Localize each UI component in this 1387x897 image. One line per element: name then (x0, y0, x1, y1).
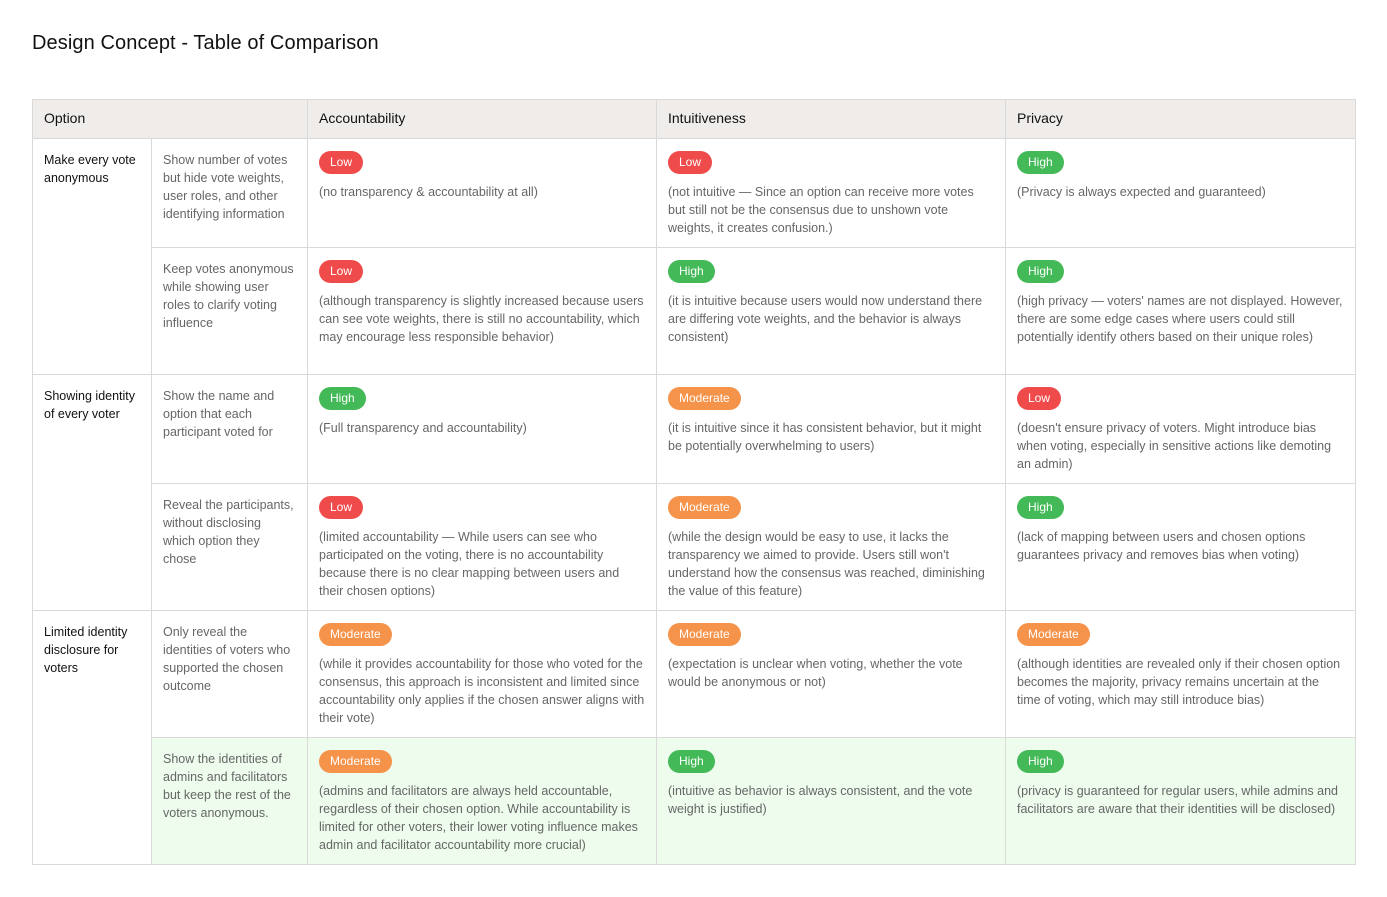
header-privacy: Privacy (1005, 99, 1356, 139)
header-row: Option Accountability Intuitiveness Priv… (32, 99, 1356, 139)
table-row: Show the identities of admins and facili… (33, 737, 1356, 865)
table-row: Reveal the participants, without disclos… (33, 483, 1356, 611)
rating-badge: Low (319, 260, 364, 283)
rating-badge: High (1017, 750, 1064, 773)
rating-note: (admins and facilitators are always held… (319, 784, 638, 852)
privacy-cell: High (Privacy is always expected and guar… (1005, 138, 1356, 248)
intuitiveness-cell: Moderate (while the design would be easy … (656, 483, 1006, 611)
rating-note: (intuitive as behavior is always consist… (668, 784, 973, 816)
rating-note: (Privacy is always expected and guarante… (1017, 185, 1266, 199)
accountability-cell: Low (although transparency is slightly in… (307, 247, 657, 375)
table-row: Showing identity of every voter Show the … (32, 374, 1356, 611)
rating-note: (privacy is guaranteed for regular users… (1017, 784, 1338, 816)
rating-badge: Low (1017, 387, 1062, 410)
option-name: Showing identity of every voter (32, 374, 152, 611)
intuitiveness-cell: High (intuitive as behavior is always con… (656, 737, 1006, 865)
variant-description: Show number of votes but hide vote weigh… (151, 138, 308, 248)
rating-badge: Low (668, 151, 713, 174)
accountability-cell: Low (no transparency & accountability at … (307, 138, 657, 248)
privacy-cell: Low (doesn't ensure privacy of voters. Mi… (1005, 374, 1356, 484)
variant-description: Show the identities of admins and facili… (151, 737, 308, 865)
privacy-cell: High (privacy is guaranteed for regular u… (1005, 737, 1356, 865)
rating-badge: Moderate (1017, 623, 1090, 646)
rating-note: (limited accountability — While users ca… (319, 530, 620, 598)
page-title: Design Concept - Table of Comparison (32, 32, 379, 54)
rating-badge: High (1017, 496, 1064, 519)
variant-description: Show the name and option that each parti… (151, 374, 308, 484)
rating-note: (lack of mapping between users and chose… (1017, 530, 1306, 562)
accountability-cell: Moderate (admins and facilitators are alw… (307, 737, 657, 865)
intuitiveness-cell: Moderate (expectation is unclear when vot… (656, 610, 1006, 738)
header-intuitiveness: Intuitiveness (656, 99, 1006, 139)
option-name: Limited identity disclosure for voters (32, 610, 152, 865)
intuitiveness-cell: High (it is intuitive because users would… (656, 247, 1006, 375)
header-accountability: Accountability (307, 99, 657, 139)
variant-description: Only reveal the identities of voters who… (151, 610, 308, 738)
intuitiveness-cell: Moderate (it is intuitive since it has co… (656, 374, 1006, 484)
accountability-cell: Low (limited accountability — While users… (307, 483, 657, 611)
intuitiveness-cell: Low (not intuitive — Since an option can … (656, 138, 1006, 248)
accountability-cell: High (Full transparency and accountabilit… (307, 374, 657, 484)
rating-note: (expectation is unclear when voting, whe… (668, 657, 963, 689)
rating-note: (no transparency & accountability at all… (319, 185, 538, 199)
rating-badge: Low (319, 496, 364, 519)
rating-badge: High (668, 260, 715, 283)
table-row: Keep votes anonymous while showing user … (33, 247, 1356, 375)
rating-note: (not intuitive — Since an option can rec… (668, 185, 974, 235)
rating-badge: High (1017, 151, 1064, 174)
rating-badge: Moderate (668, 623, 741, 646)
accountability-cell: Moderate (while it provides accountabilit… (307, 610, 657, 738)
rating-badge: High (319, 387, 366, 410)
variant-description: Keep votes anonymous while showing user … (151, 247, 308, 375)
comparison-table: Option Accountability Intuitiveness Priv… (32, 99, 1356, 865)
variant-description: Reveal the participants, without disclos… (151, 483, 308, 611)
rating-badge: High (668, 750, 715, 773)
privacy-cell: Moderate (although identities are reveale… (1005, 610, 1356, 738)
option-name: Make every vote anonymous (32, 138, 152, 375)
rating-note: (doesn't ensure privacy of voters. Might… (1017, 421, 1332, 471)
rating-badge: High (1017, 260, 1064, 283)
rating-badge: Moderate (319, 750, 392, 773)
rating-note: (Full transparency and accountability) (319, 421, 527, 435)
header-option: Option (32, 99, 308, 139)
rating-note: (although identities are revealed only i… (1017, 657, 1341, 707)
privacy-cell: High (lack of mapping between users and c… (1005, 483, 1356, 611)
rating-badge: Low (319, 151, 364, 174)
table-row: Limited identity disclosure for voters On… (32, 610, 1356, 865)
rating-note: (it is intuitive since it has consistent… (668, 421, 982, 453)
rating-note: (while the design would be easy to use, … (668, 530, 985, 598)
rating-badge: Moderate (668, 496, 741, 519)
rating-badge: Moderate (668, 387, 741, 410)
rating-note: (it is intuitive because users would now… (668, 294, 983, 344)
privacy-cell: High (high privacy — voters' names are no… (1005, 247, 1356, 375)
table-row: Make every vote anonymous Show number of … (32, 138, 1356, 375)
rating-note: (while it provides accountability for th… (319, 657, 645, 725)
rating-note: (although transparency is slightly incre… (319, 294, 644, 344)
rating-note: (high privacy — voters' names are not di… (1017, 294, 1343, 344)
rating-badge: Moderate (319, 623, 392, 646)
